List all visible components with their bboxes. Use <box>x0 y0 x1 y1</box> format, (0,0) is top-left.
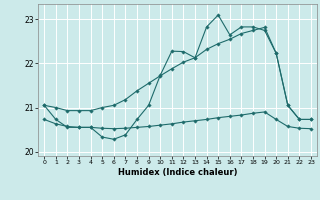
X-axis label: Humidex (Indice chaleur): Humidex (Indice chaleur) <box>118 168 237 177</box>
